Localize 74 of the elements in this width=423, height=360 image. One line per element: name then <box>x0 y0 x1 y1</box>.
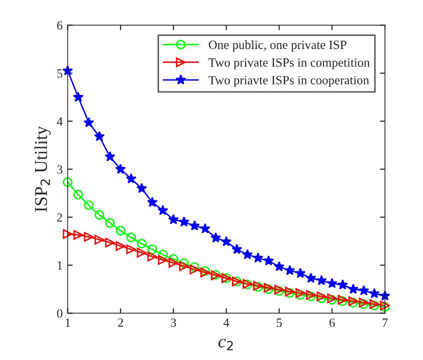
point <box>146 196 158 207</box>
x-axis-title: c$_{2}$ <box>218 338 233 350</box>
point <box>337 279 348 290</box>
point <box>158 204 168 216</box>
point <box>84 232 94 242</box>
point <box>179 258 189 268</box>
y-axis-title: ISP$_{2}$ Utility <box>34 126 51 212</box>
x-tick-label: 7 <box>382 318 388 327</box>
point <box>369 288 380 298</box>
point <box>116 226 126 236</box>
y-tick-label: 4 <box>56 117 63 126</box>
point <box>126 173 136 184</box>
x-tick-label: 1 <box>66 318 70 327</box>
point <box>105 238 115 248</box>
point <box>72 92 84 102</box>
point <box>62 177 73 188</box>
point <box>190 264 200 274</box>
point <box>358 285 370 296</box>
point <box>274 261 284 272</box>
point <box>84 117 94 128</box>
legend-label: Two priavte ISPs in cooperation <box>208 76 370 87</box>
point <box>306 272 316 283</box>
point <box>158 255 168 265</box>
y-tick-label: 1 <box>58 261 62 270</box>
point <box>136 182 148 194</box>
x-tick-label: 2 <box>118 318 123 327</box>
y-tick-label: 5 <box>57 69 62 78</box>
y-tick-label: 2 <box>57 213 62 222</box>
point <box>232 244 242 254</box>
point <box>348 284 359 294</box>
point <box>62 65 73 76</box>
point <box>178 216 190 227</box>
point <box>94 234 104 245</box>
point <box>104 151 116 162</box>
point <box>295 268 306 278</box>
point <box>316 275 327 286</box>
point <box>210 232 222 242</box>
point <box>94 210 104 220</box>
x-tick-label: 4 <box>223 318 230 327</box>
point <box>242 249 253 260</box>
point <box>115 164 126 174</box>
point <box>105 218 115 228</box>
point <box>126 244 136 254</box>
point <box>200 223 210 234</box>
point <box>136 248 147 258</box>
legend-label: One public, one private ISP <box>208 40 346 52</box>
point <box>168 214 179 224</box>
x-tick-label: 3 <box>170 318 176 327</box>
point <box>136 238 147 248</box>
point <box>284 264 296 276</box>
point <box>189 220 200 230</box>
point <box>220 236 232 246</box>
legend-label: Two private ISPs in competition <box>208 58 370 70</box>
point <box>126 232 136 242</box>
point <box>73 230 84 240</box>
y-tick-label: 6 <box>57 21 62 30</box>
point <box>73 190 84 200</box>
point <box>263 255 274 266</box>
point <box>147 244 158 254</box>
point <box>179 261 189 272</box>
point <box>116 241 126 251</box>
point <box>84 200 94 210</box>
point <box>158 250 168 260</box>
point <box>94 131 105 142</box>
point <box>252 252 264 263</box>
y-tick-label: 0 <box>57 309 62 318</box>
point <box>168 254 178 264</box>
point <box>147 252 158 262</box>
point <box>326 278 338 288</box>
x-tick-label: 5 <box>276 318 282 327</box>
point <box>168 258 178 268</box>
y-tick-label: 3 <box>57 165 62 174</box>
point <box>62 229 73 239</box>
x-tick-label: 6 <box>329 318 335 327</box>
